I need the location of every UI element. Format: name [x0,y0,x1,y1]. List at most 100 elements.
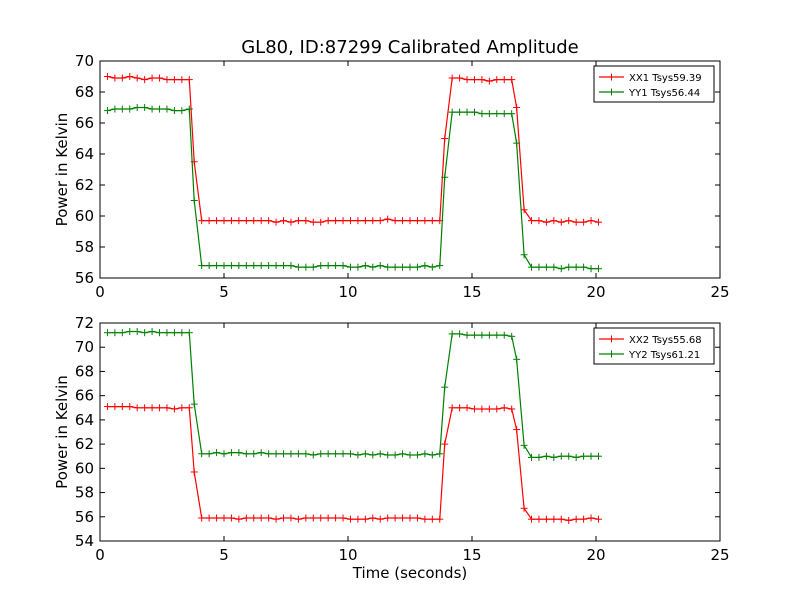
data-point [369,514,377,522]
data-point [594,218,602,226]
y-tick-label: 68 [75,362,94,380]
data-point [111,74,119,82]
data-point [441,440,449,448]
data-point [384,451,392,459]
data-point [287,262,295,270]
data-point [557,218,565,226]
data-point [542,218,550,226]
data-point [470,108,478,116]
data-point [346,450,354,458]
data-point [235,217,243,225]
data-point [478,110,486,118]
data-point [361,450,369,458]
data-point [520,251,528,259]
data-point [456,404,464,412]
data-point [126,327,134,335]
data-point [406,451,414,459]
data-point [309,451,317,459]
data-point [550,217,558,225]
data-point [485,110,493,118]
data-point [413,514,421,522]
data-point [339,514,347,522]
data-point [265,217,273,225]
data-point [594,265,602,273]
data-point [317,450,325,458]
legend-label: XX2 Tsys55.68 [629,335,702,346]
data-point [369,263,377,271]
data-point [141,404,149,412]
data-point [133,327,141,335]
y-tick-label: 62 [75,176,94,194]
data-point [163,404,171,412]
series-line-1 [107,330,599,459]
data-point [513,104,521,111]
data-point [133,104,141,111]
y-tick-label: 62 [75,435,94,453]
data-point [265,450,273,458]
data-point [190,468,198,476]
data-point [565,516,573,524]
data-point [317,514,325,522]
data-point [339,450,347,458]
data-point [513,355,521,363]
data-point [436,515,444,523]
data-point [103,107,111,115]
data-point [185,404,193,412]
data-point [111,403,119,411]
data-point [235,262,243,270]
data-point [572,453,580,461]
y-tick-label: 68 [75,83,94,101]
data-point [163,105,171,113]
data-point [213,514,221,522]
data-point [361,515,369,523]
data-point [156,404,164,412]
data-point [550,515,558,523]
data-point [250,450,258,458]
data-point [332,217,340,225]
data-point [265,514,273,522]
data-point [280,450,288,458]
data-point [346,515,354,523]
data-point [508,76,516,84]
data-point [413,263,421,271]
data-point [391,514,399,522]
y-tick-label: 60 [75,459,94,477]
x-tick-label: 25 [710,283,729,301]
data-point [205,450,213,458]
data-point [428,515,436,523]
y-tick-label: 66 [75,114,94,132]
data-point [235,515,243,523]
data-point [302,217,310,225]
plot-bottom: 0 5 10 15 20 25 54 56 58 60 62 64 66 68 70 72 Power in K… [53,314,730,564]
data-point [354,451,362,459]
data-point [520,504,528,512]
data-point [391,263,399,271]
data-point [346,217,354,225]
legend-label: YY1 Tsys56.44 [628,88,700,99]
data-point [369,217,377,225]
data-point [324,217,332,225]
data-point [441,135,449,142]
legend-label: XX1 Tsys59.39 [629,73,702,84]
y-tick-label: 64 [75,145,94,163]
data-point [485,331,493,339]
data-point [421,450,429,458]
data-point [436,262,444,270]
data-point [280,262,288,270]
data-point [361,217,369,225]
data-point [542,515,550,523]
data-point [242,262,250,270]
data-point [500,110,508,118]
data-point [148,105,156,113]
data-point [580,218,588,226]
x-tick-label: 0 [95,546,105,564]
data-point [448,74,456,82]
data-point [580,263,588,271]
data-point [376,515,384,523]
data-point [257,514,265,522]
data-point [141,76,149,84]
data-point [213,262,221,270]
data-point [463,331,471,339]
data-point [148,327,156,335]
